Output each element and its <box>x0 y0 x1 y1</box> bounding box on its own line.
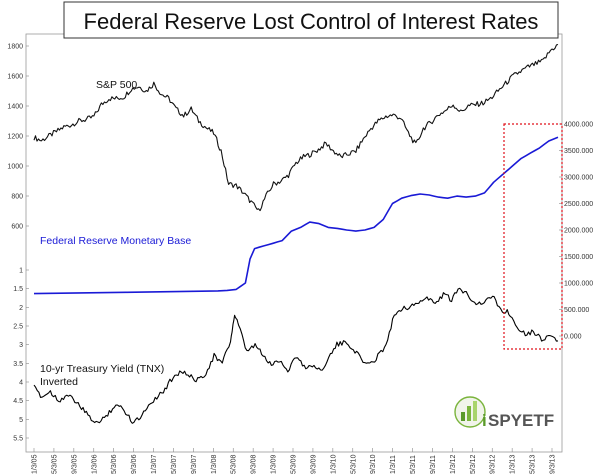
highlight-box <box>503 123 563 350</box>
x-axis-tick-label: 1/3/11 <box>390 455 397 474</box>
series-line-tnx-inverted <box>33 287 559 424</box>
x-axis-tick-label: 5/3/08 <box>231 454 238 474</box>
left-tnx-tick-label: 1.5 <box>13 286 23 293</box>
left-tnx-tick-label: 4.5 <box>13 398 23 405</box>
x-axis-tick-label: 9/3/05 <box>71 454 78 474</box>
left-tnx-tick-label: 1 <box>19 268 23 275</box>
left-tnx-tick-label: 2 <box>19 305 23 312</box>
x-axis-tick-label: 9/3/13 <box>550 454 557 474</box>
left-axis: 1800 1600 1400 1200 1000 800 600 <box>7 44 29 231</box>
series-layer <box>33 43 559 424</box>
left-axis-tick-label: 1600 <box>7 74 23 81</box>
x-axis-tick-label: 9/3/07 <box>191 454 198 474</box>
x-axis-tick-label: 5/3/06 <box>111 454 118 474</box>
right-axis-tick-label: 1500.000 <box>564 254 593 261</box>
x-axis-tick-label: 5/3/13 <box>530 454 537 474</box>
series-line-sp500 <box>33 43 559 212</box>
right-axis-tick-label: 0.000 <box>564 334 582 341</box>
x-axis-tick-label: 5/3/05 <box>51 454 58 474</box>
right-axis-tick-label: 3500.000 <box>564 148 593 155</box>
right-axis-tick-label: 1000.000 <box>564 281 593 288</box>
x-axis-tick-label: 5/3/09 <box>291 454 298 474</box>
right-axis-tick-label: 4000.000 <box>564 122 593 129</box>
x-axis-tick-label: 5/3/11 <box>410 455 417 474</box>
left-axis-tick-label: 1000 <box>7 164 23 171</box>
tnx-label: 10-yr Treasury Yield (TNX) <box>40 363 164 375</box>
left-axis-tick-label: 1400 <box>7 104 23 111</box>
x-axis-tick-label: 9/3/09 <box>310 454 317 474</box>
left-tnx-tick-label: 5 <box>19 417 23 424</box>
left-tnx-tick-label: 5.5 <box>13 436 23 443</box>
left-tnx-tick-label: 3 <box>19 342 23 349</box>
x-axis-tick-label: 1/3/05 <box>32 454 39 474</box>
monetary-base-label: Federal Reserve Monetary Base <box>40 235 191 247</box>
right-axis: 4000.000 3500.000 3000.000 2500.000 2000.000… <box>559 122 593 341</box>
x-axis-tick-label: 9/3/10 <box>370 454 377 474</box>
x-axis-tick-label: 1/3/09 <box>271 454 278 474</box>
left-tnx-axis: 1 1.5 2 2.5 3 3.5 4 4.5 5 5.5 <box>13 268 29 443</box>
logo-text-i: i <box>482 411 487 430</box>
sp500-label: S&P 500 <box>96 79 137 91</box>
x-axis-tick-label: 1/3/07 <box>151 454 158 474</box>
logo-text-spyetf: SPYETF <box>488 411 554 430</box>
left-axis-tick-label: 1800 <box>7 44 23 51</box>
left-axis-tick-label: 600 <box>11 224 23 231</box>
x-axis-tick-label: 1/3/06 <box>91 454 98 474</box>
x-axis-tick-label: 5/3/10 <box>350 454 357 474</box>
x-axis: 1/3/05 5/3/05 9/3/05 1/3/06 5/3/06 9/3/06 1/3/… <box>32 448 557 474</box>
x-axis-tick-label: 9/3/08 <box>251 454 258 474</box>
x-axis-tick-label: 1/3/13 <box>510 454 517 474</box>
left-axis-tick-label: 800 <box>11 194 23 201</box>
right-axis-tick-label: 2000.000 <box>564 228 593 235</box>
right-axis-tick-label: 2500.000 <box>564 201 593 208</box>
right-axis-tick-label: 500.000 <box>564 307 589 314</box>
series-line-monetary-base <box>33 136 559 295</box>
x-axis-tick-label: 1/3/12 <box>450 454 457 474</box>
x-axis-tick-label: 9/3/06 <box>131 454 138 474</box>
chart-title: Federal Reserve Lost Control of Interest… <box>84 9 539 34</box>
left-tnx-tick-label: 4 <box>19 380 23 387</box>
ispyetf-logo: i SPYETF <box>454 396 554 430</box>
x-axis-tick-label: 1/3/10 <box>330 454 337 474</box>
chart-bars-logo-icon <box>454 396 486 428</box>
right-axis-tick-label: 3000.000 <box>564 175 593 182</box>
title-box <box>63 1 559 39</box>
x-axis-tick-label: 9/3/11 <box>430 455 437 474</box>
tnx-label-inverted: Inverted <box>40 376 78 388</box>
x-axis-tick-label: 9/3/12 <box>490 454 497 474</box>
x-axis-tick-label: 5/3/12 <box>470 454 477 474</box>
x-axis-tick-label: 1/3/08 <box>211 454 218 474</box>
left-axis-tick-label: 1200 <box>7 134 23 141</box>
x-axis-tick-label: 5/3/07 <box>171 454 178 474</box>
left-tnx-tick-label: 2.5 <box>13 324 23 331</box>
left-tnx-tick-label: 3.5 <box>13 361 23 368</box>
